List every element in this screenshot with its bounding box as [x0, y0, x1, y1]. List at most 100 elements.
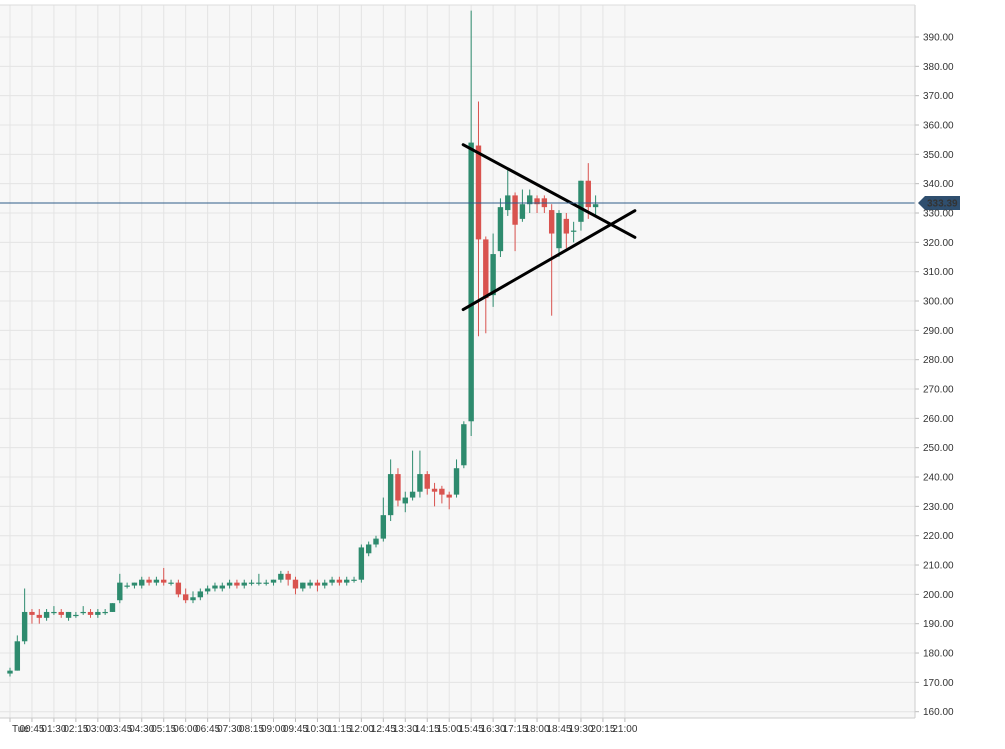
last-price-marker: 333.39 — [0, 196, 960, 211]
candle-body-down — [58, 611, 64, 615]
last-price-tag — [918, 196, 960, 211]
candle-body-up — [219, 585, 225, 589]
candle-body-up — [190, 597, 196, 601]
candle — [461, 421, 467, 469]
candle — [175, 579, 182, 598]
candle-body-down — [292, 579, 299, 589]
candle-body-up — [204, 588, 211, 592]
candle — [490, 233, 496, 307]
candle — [51, 606, 57, 615]
candle — [329, 576, 335, 586]
candle — [578, 180, 584, 231]
y-tick-label: 250.00 — [923, 443, 954, 454]
x-tick-label: 02:15 — [63, 724, 88, 735]
y-tick-label: 310.00 — [923, 267, 954, 278]
candle-body-up — [278, 573, 284, 580]
candle — [358, 544, 365, 583]
candle-body-up — [124, 585, 130, 587]
candle-body-up — [65, 611, 72, 618]
y-tick-label: 270.00 — [923, 385, 954, 396]
candle-body-down — [439, 488, 445, 495]
candle — [468, 10, 474, 436]
candle-body-down — [314, 582, 321, 586]
candle-body-down — [36, 614, 42, 618]
candle — [7, 667, 13, 677]
candle-body-up — [80, 611, 86, 614]
candle — [95, 609, 101, 618]
x-tick-label: 12:45 — [371, 724, 396, 735]
candle — [241, 579, 247, 589]
candle-body-down — [87, 611, 94, 615]
x-tick-label: 09:45 — [283, 724, 308, 735]
candle-body-down — [234, 582, 240, 586]
y-tick-label: 290.00 — [923, 326, 954, 337]
candle — [197, 588, 204, 601]
candle-body-up — [497, 207, 504, 252]
y-tick-label: 300.00 — [923, 297, 954, 308]
y-tick-label: 340.00 — [923, 179, 954, 190]
y-tick-label: 190.00 — [923, 619, 954, 630]
candle-body-down — [534, 198, 540, 205]
x-tick-label: 04:30 — [129, 724, 154, 735]
candle — [534, 195, 540, 214]
candle — [519, 189, 526, 222]
candle-body-up — [248, 582, 255, 584]
candle-body-up — [300, 582, 306, 589]
x-tick-label: 21:00 — [612, 724, 637, 735]
candle-body-up — [168, 582, 174, 584]
candle-body-up — [556, 213, 562, 249]
candle-body-up — [197, 591, 204, 598]
candle — [453, 459, 460, 498]
candle-body-down — [29, 611, 35, 615]
candle — [497, 198, 504, 258]
candle — [270, 579, 277, 586]
y-tick-label: 350.00 — [923, 150, 954, 161]
candle — [512, 192, 518, 252]
candle — [527, 189, 533, 214]
y-tick-label: 360.00 — [923, 121, 954, 132]
candle-body-up — [592, 204, 599, 208]
candle-body-down — [146, 579, 152, 583]
trendline-upper — [461, 143, 637, 239]
last-price-label: 333.39 — [927, 199, 958, 210]
candle — [292, 576, 299, 595]
candle-body-up — [256, 582, 262, 584]
x-tick-label: 15:00 — [437, 724, 462, 735]
candle — [212, 582, 218, 592]
candle-body-up — [102, 611, 108, 614]
candle-body-up — [109, 603, 116, 612]
candle — [226, 579, 233, 589]
y-tick-label: 180.00 — [923, 649, 954, 660]
candle-body-down — [161, 579, 167, 583]
candle-body-down — [446, 494, 452, 498]
candle — [402, 491, 408, 513]
y-tick-label: 260.00 — [923, 414, 954, 425]
candle-body-up — [380, 515, 387, 539]
candle-body-down — [424, 474, 430, 489]
candles — [7, 10, 599, 677]
candle-body-up — [351, 579, 357, 581]
candle-body-up — [358, 547, 365, 580]
candle-body-down — [182, 594, 189, 601]
candle-body-up — [139, 579, 145, 586]
candle — [234, 579, 240, 589]
candle-body-up — [387, 474, 394, 516]
candle — [285, 570, 291, 586]
candle — [102, 609, 108, 615]
candle-body-down — [475, 145, 482, 240]
x-tick-label: 11:15 — [327, 724, 352, 735]
candle — [592, 195, 599, 216]
y-tick-label: 370.00 — [923, 91, 954, 102]
candle-body-up — [365, 544, 372, 554]
candle-body-up — [153, 579, 160, 583]
candle — [446, 491, 452, 510]
candle — [168, 579, 174, 586]
candle — [307, 579, 313, 589]
candle-body-up — [21, 611, 28, 642]
x-tick-label: 14:15 — [415, 724, 440, 735]
x-tick-label: 10:30 — [305, 724, 330, 735]
candle — [556, 210, 562, 258]
candle — [73, 611, 79, 618]
candle — [424, 471, 430, 495]
